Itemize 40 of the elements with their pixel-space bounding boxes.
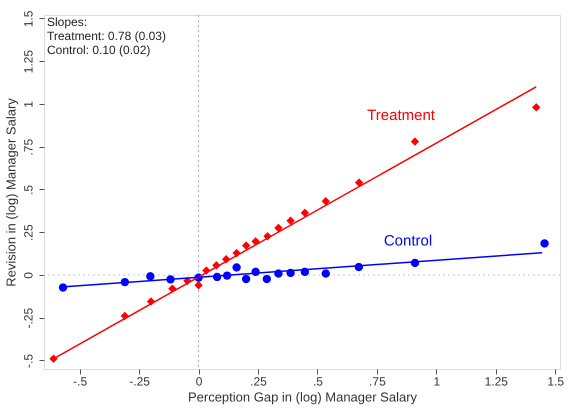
annotation: Control: 0.10 (0.02): [47, 43, 150, 57]
series-label: Treatment: [367, 106, 436, 124]
y-tick-label: -.5: [22, 354, 36, 368]
point: [146, 272, 154, 280]
point: [410, 137, 420, 146]
series-label: Control: [384, 232, 432, 250]
point: [322, 269, 330, 278]
x-tick-label: .75: [369, 374, 386, 388]
point: [322, 197, 330, 206]
y-tick-label: .5: [22, 184, 36, 195]
point: [540, 239, 549, 248]
x-tick-label: -.25: [129, 374, 150, 388]
point: [194, 281, 203, 290]
y-tick-label: 1.25: [22, 50, 36, 74]
point: [242, 274, 250, 284]
point: [262, 274, 271, 284]
x-axis-title: Perception Gap in (log) Manager Salary: [188, 390, 418, 404]
y-tick-label: -.25: [22, 308, 36, 329]
point: [286, 216, 295, 225]
y-tick-label: 1: [22, 100, 36, 108]
x-tick-label: 1: [434, 374, 441, 388]
x-tick-label: 0: [196, 374, 203, 388]
annotation: Treatment: 0.78 (0.03): [47, 29, 166, 43]
x-tick-label: 1.25: [484, 374, 508, 388]
x-tick-label: .5: [312, 374, 324, 388]
y-tick-label: 0: [22, 272, 36, 279]
point: [274, 224, 283, 232]
y-tick-label: .25: [22, 224, 36, 242]
point: [232, 263, 241, 272]
annotation: Slopes:: [47, 15, 88, 29]
y-tick-label: .75: [22, 138, 36, 156]
point: [532, 103, 540, 112]
x-tick-label: 1.5: [547, 374, 564, 388]
y-tick-label: 1.5: [22, 10, 36, 28]
point: [242, 241, 250, 250]
x-tick-label: -.5: [73, 374, 88, 388]
y-axis-title: Revision in (log) Manager Salary: [4, 98, 18, 287]
point: [300, 208, 310, 218]
x-tick-label: .25: [250, 374, 268, 388]
point: [354, 178, 364, 187]
